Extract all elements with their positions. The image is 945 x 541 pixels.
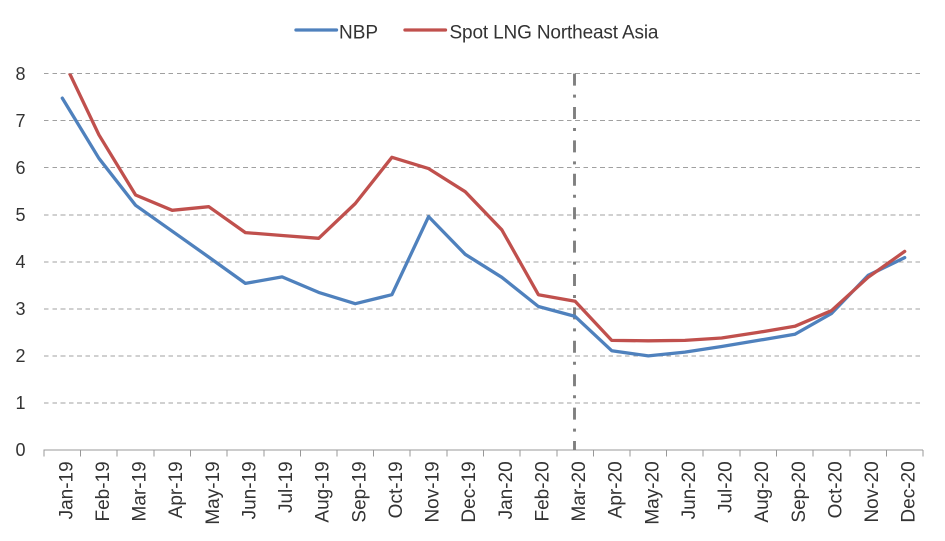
svg-text:3: 3 <box>15 299 25 319</box>
svg-text:Jul-20: Jul-20 <box>716 461 737 513</box>
svg-text:Sep-19: Sep-19 <box>349 461 370 522</box>
svg-text:Jun-19: Jun-19 <box>239 461 260 519</box>
svg-text:Dec-19: Dec-19 <box>459 461 480 522</box>
svg-text:May-20: May-20 <box>642 461 663 524</box>
svg-text:0: 0 <box>15 440 25 460</box>
svg-text:Dec-20: Dec-20 <box>899 461 920 522</box>
svg-text:Jun-20: Jun-20 <box>679 461 700 519</box>
svg-text:Sep-20: Sep-20 <box>789 461 810 522</box>
svg-text:Feb-19: Feb-19 <box>93 461 114 521</box>
svg-text:Nov-19: Nov-19 <box>423 461 444 522</box>
svg-text:Feb-20: Feb-20 <box>532 461 553 521</box>
svg-text:4: 4 <box>15 252 25 272</box>
svg-text:Spot LNG Northeast Asia: Spot LNG Northeast Asia <box>450 23 659 44</box>
svg-text:Jan-19: Jan-19 <box>56 461 77 519</box>
svg-text:5: 5 <box>15 205 25 225</box>
svg-text:Apr-19: Apr-19 <box>166 461 187 518</box>
svg-text:Oct-20: Oct-20 <box>825 461 846 518</box>
svg-text:6: 6 <box>15 158 25 178</box>
svg-text:Jan-20: Jan-20 <box>496 461 517 519</box>
svg-text:1: 1 <box>15 393 25 413</box>
svg-text:Jul-19: Jul-19 <box>276 461 297 513</box>
svg-text:Apr-20: Apr-20 <box>606 461 627 518</box>
svg-text:Mar-20: Mar-20 <box>569 461 590 521</box>
svg-text:Mar-19: Mar-19 <box>130 461 151 521</box>
svg-text:Oct-19: Oct-19 <box>386 461 407 518</box>
svg-text:8: 8 <box>15 64 25 84</box>
svg-text:Aug-19: Aug-19 <box>313 461 334 522</box>
svg-text:2: 2 <box>15 346 25 366</box>
svg-text:7: 7 <box>15 111 25 131</box>
svg-text:May-19: May-19 <box>203 461 224 524</box>
svg-text:Nov-20: Nov-20 <box>862 461 883 522</box>
svg-text:NBP: NBP <box>339 23 378 44</box>
svg-text:Aug-20: Aug-20 <box>752 461 773 522</box>
